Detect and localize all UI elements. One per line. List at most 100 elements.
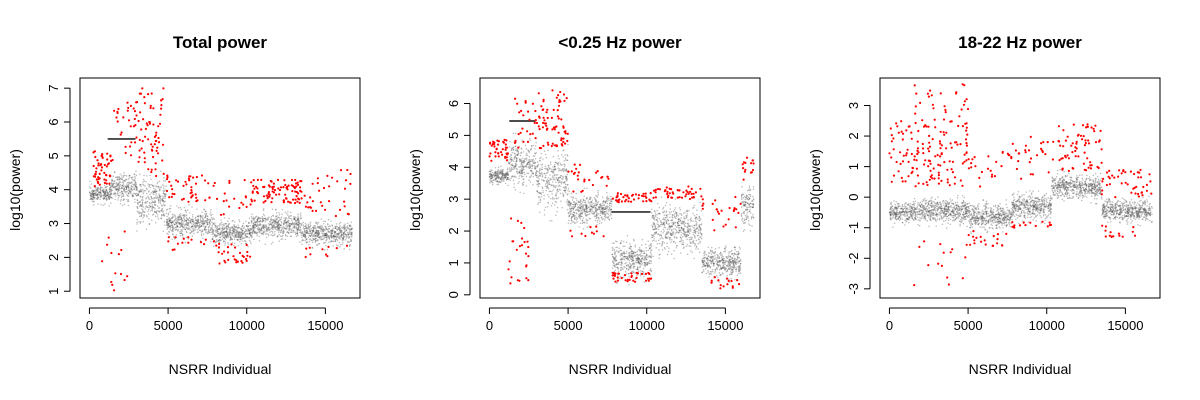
bulk-point xyxy=(231,238,234,241)
bulk-point xyxy=(181,228,184,230)
bulk-point xyxy=(575,192,578,195)
bulk-point xyxy=(101,190,104,192)
bulk-point xyxy=(528,161,530,163)
bulk-point xyxy=(110,196,112,199)
bulk-point xyxy=(283,227,286,229)
outlier-point xyxy=(175,179,178,182)
bulk-point xyxy=(591,210,594,212)
bulk-point xyxy=(154,191,157,194)
bulk-point xyxy=(127,204,130,207)
bulk-point xyxy=(118,181,121,183)
bulk-point xyxy=(138,190,140,193)
bulk-point xyxy=(151,201,154,204)
bulk-point xyxy=(163,204,165,207)
bulk-point xyxy=(164,194,166,196)
outlier-point xyxy=(103,163,106,167)
bulk-point xyxy=(552,189,554,191)
bulk-point xyxy=(273,226,276,228)
bulk-point xyxy=(211,224,214,227)
bulk-point xyxy=(286,225,289,227)
bulk-point xyxy=(92,189,95,192)
bulk-point xyxy=(583,195,585,198)
bulk-point xyxy=(521,148,523,150)
bulk-point xyxy=(626,267,628,270)
bulk-point xyxy=(248,239,251,242)
bulk-point xyxy=(250,219,253,222)
bulk-point xyxy=(594,219,597,222)
bulk-point xyxy=(128,193,130,195)
bulk-point xyxy=(115,189,117,191)
bulk-point xyxy=(219,225,221,227)
bulk-point xyxy=(191,218,194,221)
bulk-point xyxy=(92,195,95,198)
bulk-point xyxy=(148,183,151,186)
outlier-point xyxy=(150,143,153,146)
bulk-point xyxy=(122,176,125,178)
bulk-point xyxy=(561,169,563,171)
bulk-point xyxy=(544,153,547,156)
bulk-point xyxy=(101,194,103,196)
outlier-point xyxy=(133,141,137,144)
bulk-point xyxy=(187,227,190,230)
bulk-point xyxy=(511,151,514,154)
bulk-point xyxy=(250,215,253,218)
bulk-point xyxy=(285,225,287,227)
bulk-point xyxy=(506,168,509,171)
bulk-point xyxy=(211,233,214,235)
outlier-point xyxy=(138,156,141,159)
bulk-point xyxy=(304,236,306,239)
bulk-point xyxy=(509,141,511,143)
bulk-point xyxy=(122,199,125,202)
bulk-point xyxy=(625,257,627,260)
bulk-point xyxy=(645,261,648,264)
bulk-point xyxy=(571,206,573,208)
outlier-point xyxy=(97,164,100,167)
bulk-point xyxy=(103,191,105,194)
bulk-point xyxy=(641,244,643,246)
outlier-point xyxy=(144,135,147,138)
bulk-point xyxy=(228,223,230,225)
bulk-point xyxy=(221,232,224,235)
bulk-point xyxy=(614,251,616,254)
bulk-point xyxy=(221,223,223,226)
outlier-point xyxy=(143,161,146,164)
bulk-point xyxy=(88,186,91,188)
bulk-point xyxy=(623,252,625,255)
bulk-point xyxy=(208,231,210,234)
bulk-point xyxy=(173,219,176,222)
bulk-point xyxy=(144,208,147,210)
bulk-point xyxy=(628,254,630,257)
bulk-point xyxy=(127,186,130,189)
bulk-point xyxy=(568,212,570,215)
outlier-point xyxy=(167,240,170,243)
bulk-point xyxy=(300,234,303,236)
bulk-point xyxy=(185,223,188,225)
bulk-point xyxy=(551,168,553,171)
bulk-point xyxy=(638,261,640,263)
bulk-point xyxy=(563,159,566,162)
bulk-point xyxy=(529,175,531,178)
outlier-point xyxy=(117,107,120,111)
bulk-point xyxy=(501,179,503,182)
bulk-point xyxy=(520,170,523,172)
bulk-point xyxy=(564,157,567,159)
bulk-point xyxy=(221,226,224,229)
bulk-point xyxy=(97,203,99,205)
bulk-point xyxy=(128,190,131,192)
bulk-point xyxy=(344,223,346,225)
outlier-point xyxy=(296,181,299,184)
bulk-point xyxy=(157,200,160,202)
bulk-point xyxy=(166,228,168,230)
bulk-point xyxy=(544,183,547,185)
bulk-point xyxy=(197,215,199,218)
bulk-point xyxy=(557,197,560,199)
bulk-point xyxy=(310,227,313,230)
outlier-point xyxy=(152,123,155,126)
x-tick-label: 0 xyxy=(86,318,93,333)
outlier-point xyxy=(189,192,192,195)
bulk-point xyxy=(496,180,499,183)
bulk-point xyxy=(488,176,491,178)
bulk-point xyxy=(501,173,504,175)
outlier-point xyxy=(190,238,193,241)
bulk-point xyxy=(538,195,540,198)
